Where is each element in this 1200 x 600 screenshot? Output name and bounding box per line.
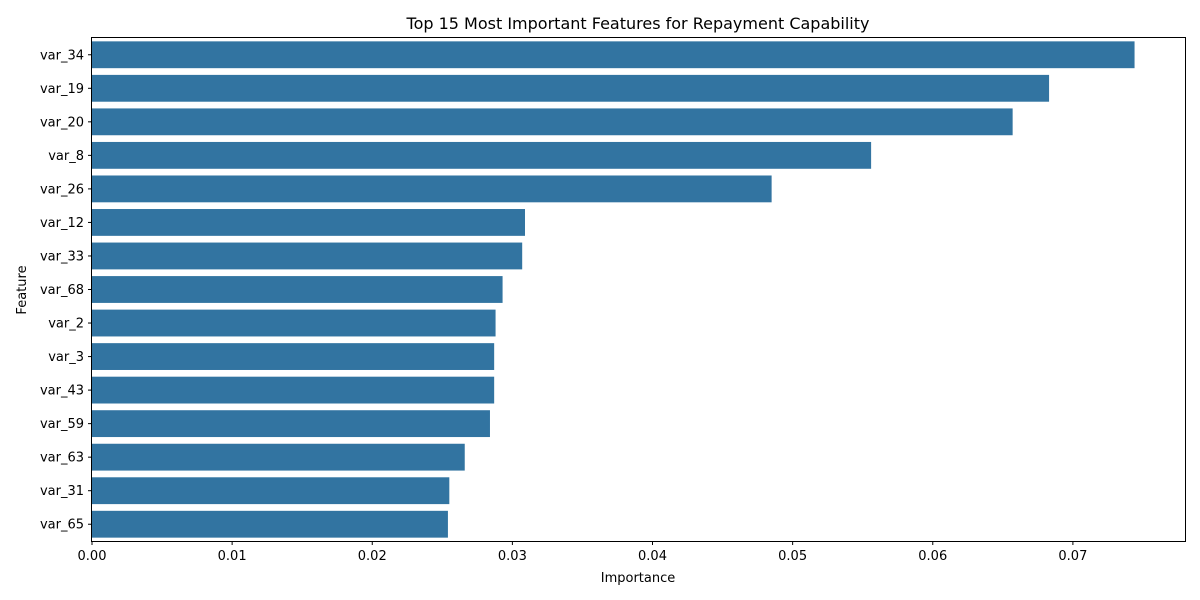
- bar-var_2: [92, 309, 496, 337]
- bar-var_8: [92, 141, 872, 169]
- y-tick-label: var_68: [40, 283, 84, 298]
- y-tick-label: var_26: [40, 182, 84, 197]
- y-tick-label: var_20: [40, 115, 84, 130]
- bar-var_68: [92, 276, 503, 303]
- bar-var_26: [92, 175, 772, 203]
- y-axis-ticks: var_34 var_19 var_20 var_8 var_26 var_12 var_3…: [40, 48, 92, 533]
- bar-var_63: [92, 443, 465, 471]
- bar-var_3: [92, 343, 495, 370]
- chart-title: Top 15 Most Important Features for Repay…: [406, 14, 870, 33]
- y-tick-label: var_3: [48, 350, 84, 365]
- bar-var_59: [92, 410, 490, 438]
- x-axis-title: Importance: [601, 571, 676, 586]
- y-tick-label: var_33: [40, 249, 84, 264]
- x-tick-label: 0.07: [1058, 549, 1087, 564]
- y-tick-label: var_12: [40, 216, 84, 231]
- y-tick-label: var_19: [40, 82, 84, 97]
- x-tick-label: 0.03: [498, 549, 527, 564]
- x-tick-label: 0.02: [358, 549, 387, 564]
- x-tick-label: 0.05: [778, 549, 807, 564]
- y-tick-label: var_31: [40, 484, 84, 499]
- bar-var_65: [92, 510, 448, 538]
- x-axis-ticks: 0.00 0.01 0.02 0.03 0.04 0.05 0.06 0.07: [78, 541, 1087, 564]
- bar-var_33: [92, 242, 523, 270]
- y-tick-label: var_65: [40, 518, 84, 533]
- y-tick-label: var_43: [40, 384, 84, 399]
- bar-var_31: [92, 477, 450, 505]
- bar-var_43: [92, 376, 495, 404]
- bar-var_12: [92, 209, 525, 236]
- y-tick-label: var_63: [40, 451, 84, 466]
- bar-var_34: [92, 41, 1135, 69]
- y-axis-title: Feature: [15, 265, 30, 314]
- x-tick-label: 0.01: [218, 549, 247, 564]
- y-tick-label: var_2: [48, 317, 84, 332]
- bar-var_20: [92, 108, 1013, 136]
- x-tick-label: 0.04: [638, 549, 667, 564]
- y-tick-label: var_59: [40, 417, 84, 432]
- y-tick-label: var_8: [48, 149, 84, 164]
- x-tick-label: 0.00: [78, 549, 107, 564]
- bars-group: [92, 41, 1135, 538]
- plot-frame: [91, 37, 1186, 542]
- y-tick-label: var_34: [40, 48, 84, 63]
- x-tick-label: 0.06: [918, 549, 947, 564]
- bar-var_19: [92, 74, 1050, 102]
